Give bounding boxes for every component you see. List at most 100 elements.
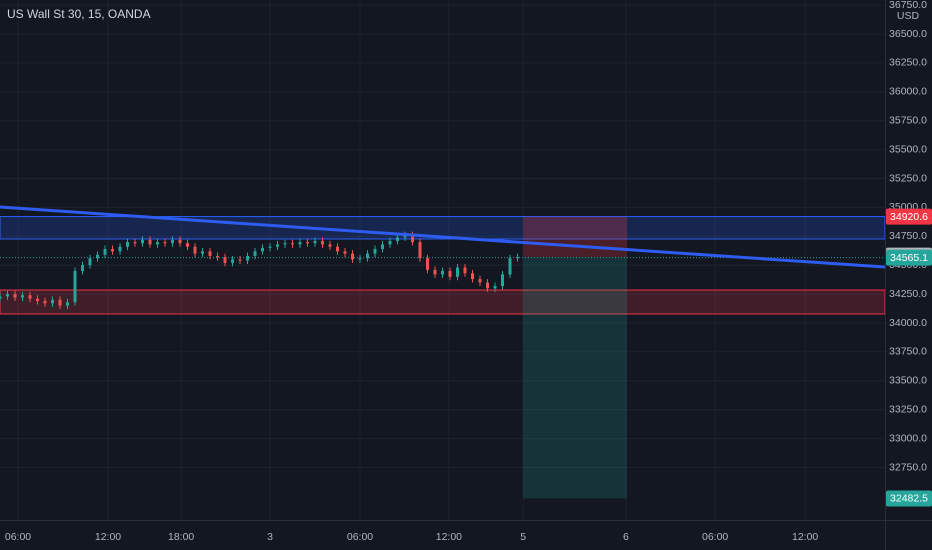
candle-body [478, 279, 482, 283]
candle-body [103, 249, 107, 255]
candle-body [358, 258, 362, 260]
candle-body [231, 259, 234, 263]
candle-body [6, 294, 9, 297]
y-tick-label: 36250.0 [889, 57, 927, 69]
price-badge-label: 34920.6 [890, 211, 928, 223]
candle-body [276, 244, 279, 247]
candle-body [426, 258, 429, 270]
candle-body [43, 301, 47, 304]
candle-body [508, 258, 512, 275]
y-tick-label: 34250.0 [889, 288, 927, 300]
candle-body [186, 243, 189, 247]
candle-body [493, 286, 497, 289]
candle-body [351, 253, 354, 260]
currency-label: USD [897, 10, 920, 22]
candle-body [28, 295, 32, 299]
price-badge [886, 490, 932, 507]
candle-body [486, 282, 489, 289]
y-tick-label: 36750.0 [889, 0, 927, 11]
candle-body [516, 257, 519, 259]
candle-body [171, 239, 174, 244]
candle-body [201, 251, 204, 254]
candle-body [388, 240, 392, 245]
candle-body [163, 242, 167, 244]
candle-body [193, 246, 197, 254]
candle-body [58, 299, 62, 306]
candle-body [313, 240, 317, 244]
x-tick-label: 06:00 [347, 531, 373, 543]
y-tick-label: 36000.0 [889, 86, 927, 98]
y-tick-label: 33250.0 [889, 403, 927, 415]
candle-body [118, 246, 122, 252]
candle-body [51, 299, 54, 304]
candle-body [96, 254, 99, 259]
candle-body [366, 253, 369, 259]
candle-body [321, 240, 324, 245]
zone [0, 289, 885, 315]
candle-body [306, 242, 309, 244]
candle-body [36, 298, 39, 302]
candle-body [223, 257, 227, 263]
candle-body [373, 249, 377, 254]
candle-body [433, 269, 437, 275]
candle-body [178, 239, 182, 244]
candle-body [253, 251, 257, 256]
x-tick-label: 12:00 [792, 531, 818, 543]
candle-body [238, 259, 242, 261]
plot-area [0, 205, 885, 499]
candle-body [411, 235, 414, 243]
candle-body [501, 274, 504, 287]
y-tick-label: 32750.0 [889, 461, 927, 473]
candle-body [81, 265, 84, 271]
stop-zone [523, 216, 627, 258]
candle-body [21, 295, 24, 298]
axes: 32750.0 33000.0 33250.0 33500.0 33750.0 34000… [5, 0, 932, 543]
candle-body [298, 242, 302, 245]
candle-body [456, 267, 459, 277]
candle-body [283, 243, 287, 245]
candle-body [268, 246, 272, 248]
candle-body [343, 251, 347, 254]
candle-body [441, 270, 444, 275]
candle-body [208, 251, 212, 256]
x-tick-label: 06:00 [5, 531, 31, 543]
y-tick-label: 35750.0 [889, 114, 927, 126]
trend-line [0, 205, 885, 269]
y-tick-label: 33000.0 [889, 432, 927, 444]
candle-body [0, 296, 2, 299]
candle-body [73, 270, 77, 303]
candle-body [463, 267, 467, 274]
y-tick-label: 33750.0 [889, 346, 927, 358]
candle-body [261, 247, 264, 252]
candle-body [418, 242, 422, 259]
price-badge-label: 34565.1 [890, 252, 928, 264]
y-tick-label: 34750.0 [889, 230, 927, 242]
candle-body [148, 239, 152, 245]
candle-body [66, 302, 69, 306]
candle-body [381, 244, 384, 250]
candle-body [111, 249, 114, 252]
x-tick-label: 6 [623, 531, 629, 543]
x-tick-label: 12:00 [436, 531, 462, 543]
y-tick-label: 33500.0 [889, 375, 927, 387]
target-zone [523, 257, 627, 499]
candle-body [291, 243, 294, 245]
candle-body [13, 294, 17, 298]
y-tick-label: 34000.0 [889, 317, 927, 329]
candle-body [126, 242, 129, 247]
candle-body [216, 255, 219, 258]
x-tick-label: 5 [520, 531, 526, 543]
price-badge [886, 208, 932, 225]
candle-body [246, 255, 249, 261]
candle-body [141, 239, 144, 244]
y-tick-label: 36500.0 [889, 28, 927, 40]
candle-body [88, 258, 92, 266]
price-badge-label: 32482.5 [890, 493, 928, 505]
candle-body [396, 237, 399, 241]
x-tick-label: 3 [267, 531, 273, 543]
y-tick-label: 35250.0 [889, 172, 927, 184]
candle-body [471, 273, 474, 280]
candle-body [336, 246, 339, 252]
